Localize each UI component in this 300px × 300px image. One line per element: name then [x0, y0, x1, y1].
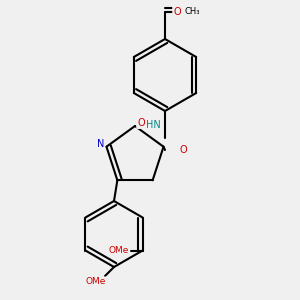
Text: O: O — [173, 7, 181, 17]
Text: OMe: OMe — [108, 246, 129, 255]
Text: HN: HN — [146, 119, 160, 130]
Text: N: N — [97, 139, 104, 149]
Text: CH₃: CH₃ — [184, 8, 200, 16]
Text: O: O — [137, 118, 145, 128]
Text: OMe: OMe — [86, 278, 106, 286]
Text: O: O — [179, 145, 187, 155]
